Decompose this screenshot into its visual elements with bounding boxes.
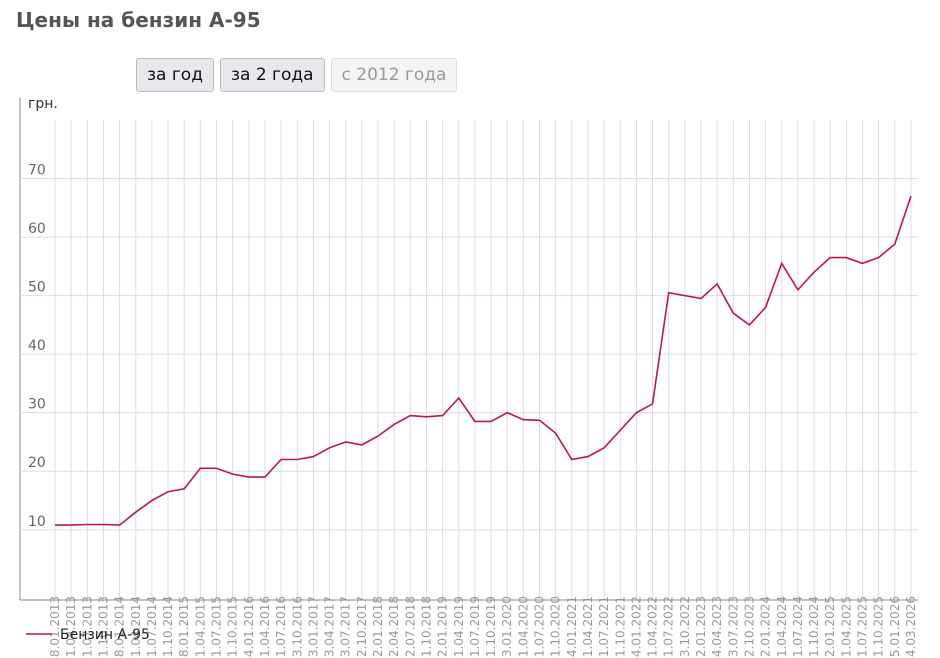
x-tick-label: 01.10.2015 <box>226 596 240 658</box>
x-tick-label: 02.04.2018 <box>387 596 401 658</box>
x-tick-label: 01.10.2019 <box>484 596 498 658</box>
x-tick-label: 04.04.2023 <box>710 596 724 658</box>
y-axis-label: грн. <box>28 96 58 112</box>
x-tick-label: 01.10.2020 <box>549 596 563 658</box>
x-tick-label: 03.07.2023 <box>726 596 740 658</box>
x-tick-label: 02.07.2018 <box>403 596 417 658</box>
x-tick-label: 01.04.2013 <box>64 596 78 658</box>
x-tick-label: 01.07.2013 <box>80 596 94 658</box>
x-tick-label: 03.07.2017 <box>339 596 353 658</box>
y-tick-label: 70 <box>28 163 46 179</box>
x-tick-label: 01.04.2015 <box>193 596 207 658</box>
x-tick-label: 02.10.2017 <box>355 596 369 658</box>
x-tick-label: 02.01.2018 <box>371 596 385 658</box>
x-tick-label: 01.07.2015 <box>210 596 224 658</box>
y-tick-label: 60 <box>28 221 46 237</box>
x-tick-label: 03.10.2016 <box>290 596 304 658</box>
x-tick-label: 03.04.2017 <box>323 596 337 658</box>
x-tick-label: 01.10.2013 <box>96 596 110 658</box>
y-tick-label: 10 <box>28 514 46 530</box>
button[interactable]: за 2 года <box>219 58 325 92</box>
x-tick-label: 04.01.2016 <box>242 596 256 658</box>
x-tick-label: 01.07.2025 <box>856 596 870 658</box>
x-tick-label: 04.03.2026 <box>904 596 918 658</box>
x-tick-label: 04.01.2022 <box>629 596 643 658</box>
x-tick-label: 02.01.2019 <box>436 596 450 658</box>
x-tick-label: 01.07.2021 <box>597 596 611 658</box>
y-tick-label: 20 <box>28 455 46 471</box>
page-title: Цены на бензин А-95 <box>16 8 261 32</box>
x-tick-label: 04.01.2021 <box>565 596 579 658</box>
button: с 2012 года <box>330 58 458 92</box>
x-tick-label: 01.07.2016 <box>274 596 288 658</box>
x-tick-label: 01.07.2019 <box>468 596 482 658</box>
x-tick-label: 01.07.2020 <box>533 596 547 658</box>
x-tick-label: 01.04.2016 <box>258 596 272 658</box>
x-tick-label: 05.01.2026 <box>888 596 902 658</box>
x-tick-label: 01.04.2024 <box>775 596 789 658</box>
x-tick-label: 08.01.2013 <box>48 596 62 658</box>
x-tick-label: 02.10.2023 <box>742 596 756 658</box>
legend-label: Бензин А-95 <box>60 627 150 643</box>
range-buttons: за год за 2 года с 2012 года <box>136 58 458 92</box>
x-tick-label: 01.07.2024 <box>791 596 805 658</box>
x-tick-label: 01.04.2019 <box>452 596 466 658</box>
x-tick-label: 01.10.2014 <box>161 596 175 658</box>
x-tick-label: 01.07.2022 <box>662 596 676 658</box>
x-tick-label: 08.01.2014 <box>113 596 127 658</box>
x-tick-label: 02.01.2025 <box>823 596 837 658</box>
x-tick-label: 08.01.2015 <box>177 596 191 658</box>
x-tick-label: 01.04.2020 <box>516 596 530 658</box>
y-tick-label: 50 <box>28 280 46 296</box>
x-tick-label: 01.04.2021 <box>581 596 595 658</box>
x-tick-label: 01.04.2014 <box>129 596 143 658</box>
x-tick-label: 01.04.2022 <box>646 596 660 658</box>
x-tick-label: 02.01.2023 <box>694 596 708 658</box>
x-tick-label: 01.10.2025 <box>872 596 886 658</box>
y-tick-label: 40 <box>28 338 46 354</box>
y-tick-label: 30 <box>28 397 46 413</box>
x-tick-label: 01.07.2014 <box>145 596 159 658</box>
x-tick-label: 02.01.2024 <box>759 596 773 658</box>
x-tick-label: 01.10.2018 <box>419 596 433 658</box>
x-tick-label: 01.10.2021 <box>613 596 627 658</box>
x-tick-label: 03.01.2017 <box>306 596 320 658</box>
x-tick-label: 03.01.2020 <box>500 596 514 658</box>
button[interactable]: за год <box>136 58 214 92</box>
x-tick-label: 03.10.2022 <box>678 596 692 658</box>
x-tick-label: 01.10.2024 <box>807 596 821 658</box>
data-line <box>55 195 912 526</box>
x-tick-label: 01.04.2025 <box>839 596 853 658</box>
